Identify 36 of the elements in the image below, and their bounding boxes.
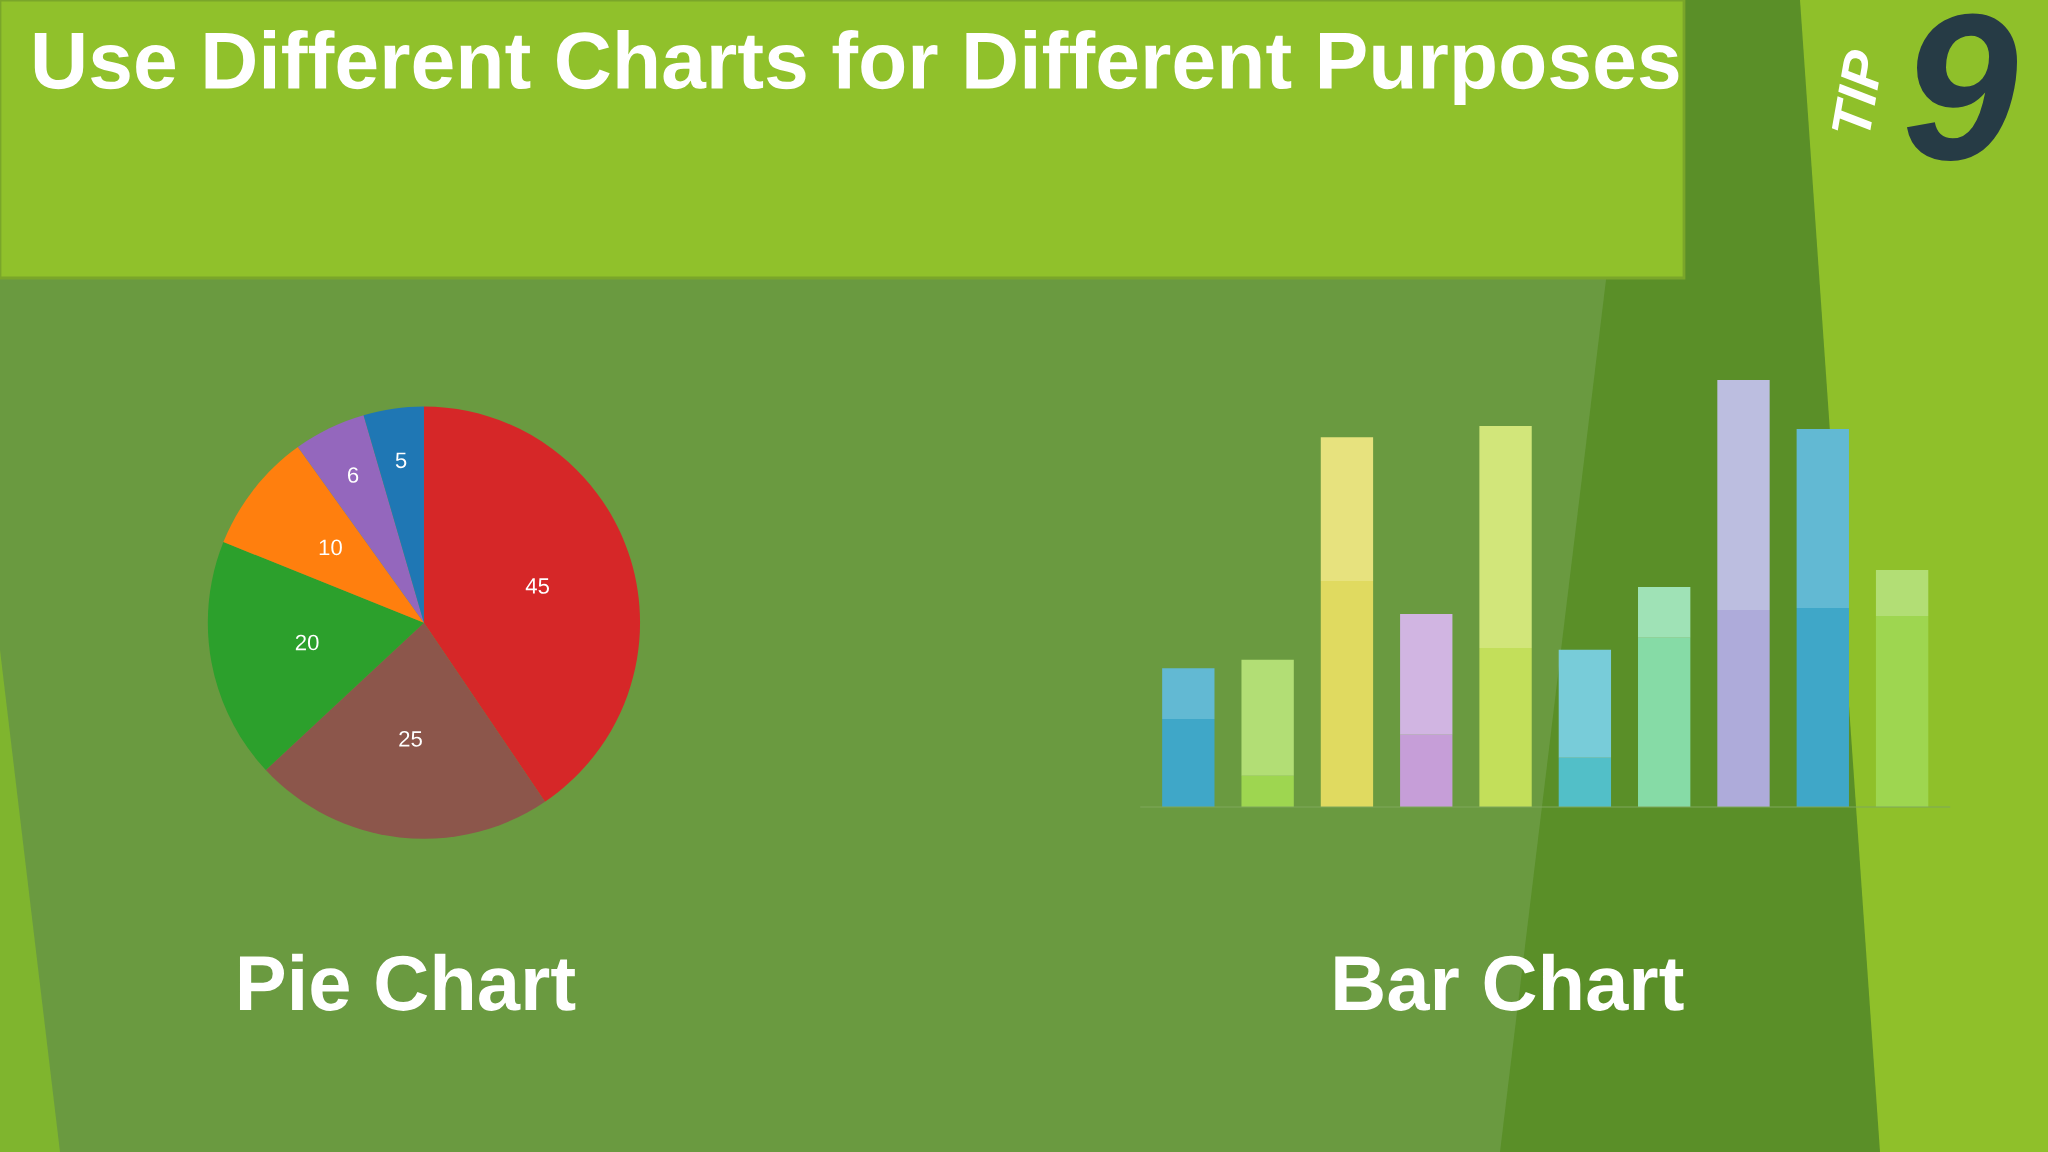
bar [1638, 587, 1691, 638]
text: Bar Chart [1335, 953, 1684, 1011]
bar [1875, 616, 1929, 807]
pie-slice [297, 415, 424, 623]
bar [1796, 607, 1849, 807]
data-label: 20 [295, 634, 319, 651]
bar [1558, 757, 1612, 807]
text: 9 [1906, 13, 2018, 161]
bar [1241, 659, 1294, 776]
bar [1479, 426, 1532, 649]
bar [1241, 775, 1294, 807]
bar [1638, 637, 1691, 807]
pie-slice [223, 447, 424, 623]
bar [1162, 719, 1215, 807]
text: TIP [1831, 48, 1884, 137]
bar [1320, 437, 1374, 582]
text: Pie Chart [239, 953, 576, 1011]
bar [1717, 610, 1770, 807]
bar [1796, 429, 1849, 608]
bar [1558, 649, 1612, 758]
text: Use Different Charts for Different Purposes [34, 30, 1679, 106]
pie-slice [363, 406, 424, 623]
bar [1479, 648, 1532, 807]
data-label: 5 [395, 452, 407, 469]
data-label: 6 [347, 467, 359, 483]
data-label: 10 [319, 539, 342, 556]
bar [1875, 569, 1929, 617]
pie-slice [423, 406, 640, 802]
bar [1400, 613, 1453, 735]
bar [1400, 734, 1453, 807]
bar [1717, 379, 1770, 611]
data-label: 25 [399, 730, 422, 747]
data-label: 45 [525, 578, 550, 594]
bar [1162, 668, 1215, 719]
pie-slice [265, 622, 545, 839]
bar [1320, 581, 1374, 807]
